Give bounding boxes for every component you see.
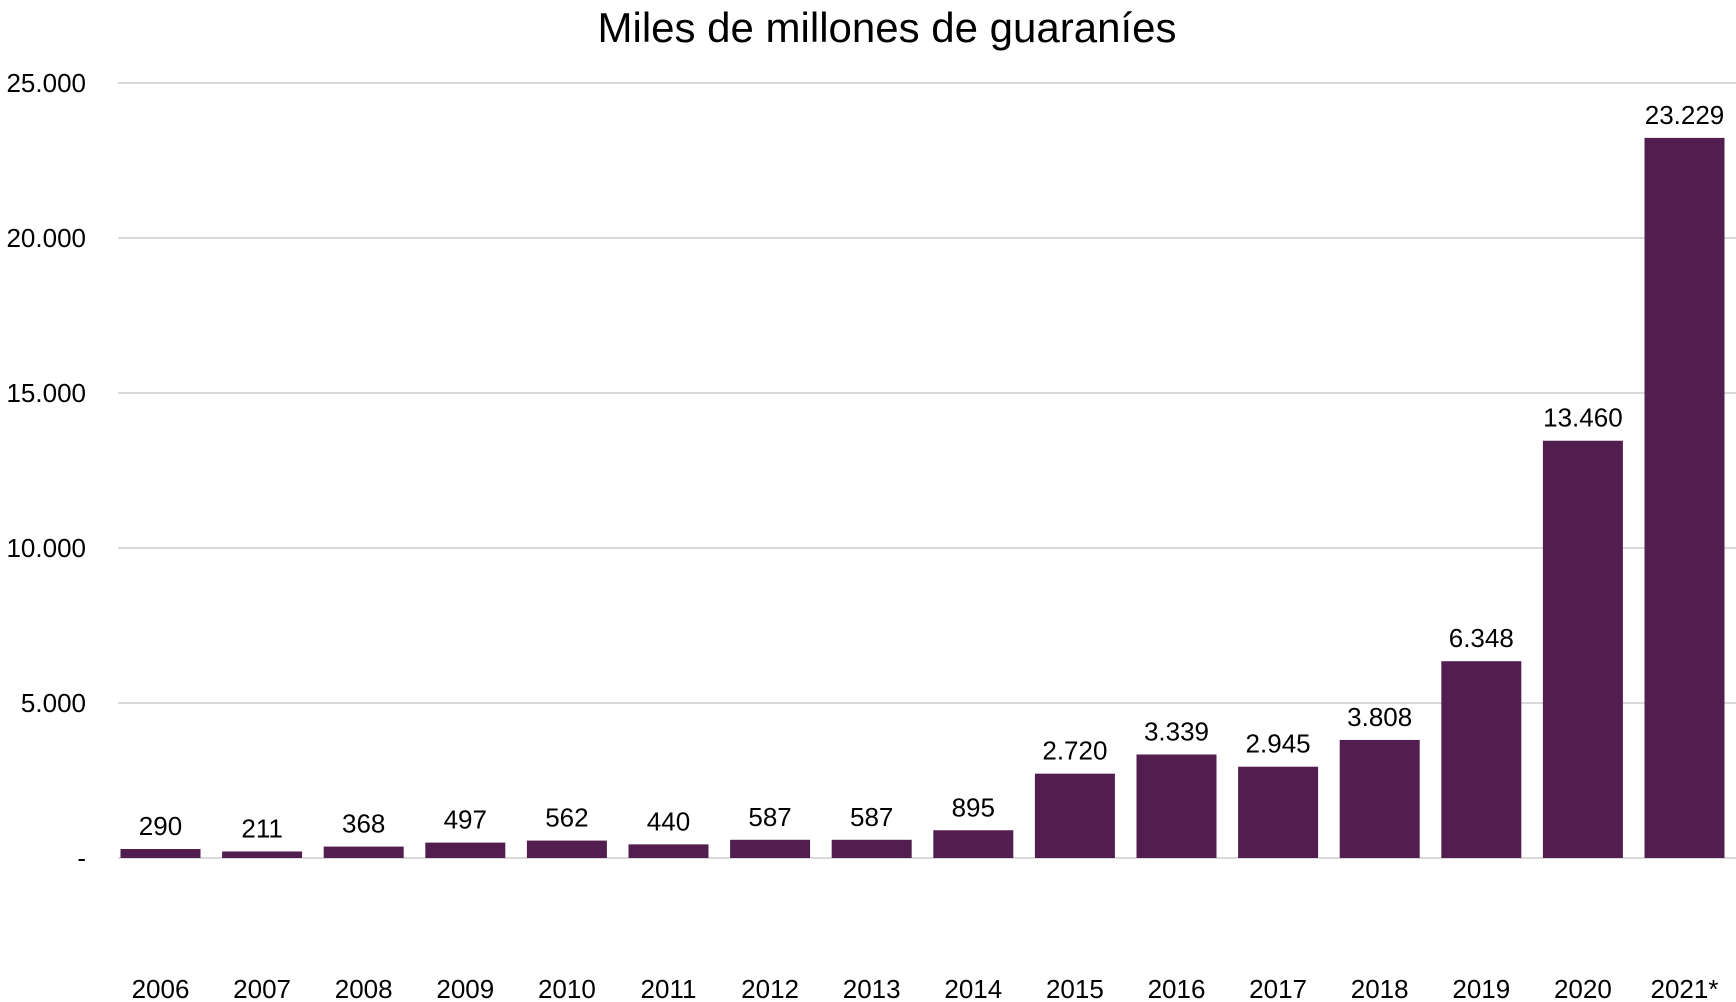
- bar: [1136, 754, 1217, 858]
- x-tick-label: 2010: [538, 974, 596, 1002]
- y-tick-label: 10.000: [6, 533, 86, 563]
- x-tick-label: 2011: [641, 974, 697, 1002]
- bar: [1238, 766, 1319, 858]
- x-tick-label: 2018: [1351, 974, 1409, 1002]
- y-tick-label: -: [77, 843, 86, 873]
- bar: [1034, 773, 1115, 858]
- bar: [1644, 137, 1725, 858]
- bar: [1542, 440, 1623, 858]
- data-labels: 290 211 368 497 562 440 587 587 895 2.720 3.339 2.9…: [139, 100, 1724, 844]
- bar: [933, 830, 1014, 858]
- bar: [323, 846, 404, 858]
- bar: [628, 844, 709, 858]
- x-tick-label: 2006: [132, 974, 190, 1002]
- x-tick-label: 2017: [1249, 974, 1307, 1002]
- data-label: 290: [139, 811, 182, 841]
- x-tick-label: 2019: [1452, 974, 1510, 1002]
- data-label: 562: [545, 803, 588, 833]
- y-tick-label: 20.000: [6, 223, 86, 253]
- bars: [120, 137, 1725, 858]
- bar: [1339, 739, 1420, 858]
- data-label: 497: [444, 805, 487, 835]
- data-label: 2.720: [1042, 736, 1107, 766]
- data-label: 3.339: [1144, 716, 1209, 746]
- data-label: 440: [647, 806, 690, 836]
- x-tick-label: 2021*: [1651, 974, 1719, 1002]
- bar: [425, 842, 506, 858]
- x-tick-label: 2008: [335, 974, 393, 1002]
- x-axis-tick-labels: 2006 2007 2008 2009 2010 2011 2012 2013 2014 2015…: [132, 974, 1719, 1002]
- data-label: 587: [748, 802, 791, 832]
- data-label: 6.348: [1449, 623, 1514, 653]
- x-tick-label: 2015: [1046, 974, 1104, 1002]
- y-tick-label: 25.000: [6, 68, 86, 98]
- data-label: 3.808: [1347, 702, 1412, 732]
- x-tick-label: 2016: [1148, 974, 1206, 1002]
- data-label: 23.229: [1645, 100, 1725, 130]
- data-label: 211: [241, 813, 282, 843]
- x-tick-label: 2012: [741, 974, 799, 1002]
- y-tick-label: 15.000: [6, 378, 86, 408]
- bar: [1441, 661, 1522, 858]
- data-label: 587: [850, 802, 893, 832]
- bar: [730, 839, 811, 858]
- y-axis-tick-labels: - 5.000 10.000 15.000 20.000 25.000: [6, 68, 86, 873]
- x-tick-label: 2009: [436, 974, 494, 1002]
- x-tick-label: 2007: [233, 974, 291, 1002]
- data-label: 2.945: [1246, 729, 1311, 759]
- x-tick-label: 2014: [944, 974, 1002, 1002]
- data-label: 368: [342, 809, 385, 839]
- chart-title: Miles de millones de guaraníes: [598, 4, 1177, 51]
- data-label: 13.460: [1543, 403, 1623, 433]
- bar: [120, 849, 201, 858]
- bar: [526, 840, 607, 858]
- y-tick-label: 5.000: [21, 688, 86, 718]
- x-tick-label: 2020: [1554, 974, 1612, 1002]
- bar: [831, 839, 912, 858]
- x-tick-label: 2013: [843, 974, 901, 1002]
- data-label: 895: [952, 792, 995, 822]
- bar: [222, 851, 303, 858]
